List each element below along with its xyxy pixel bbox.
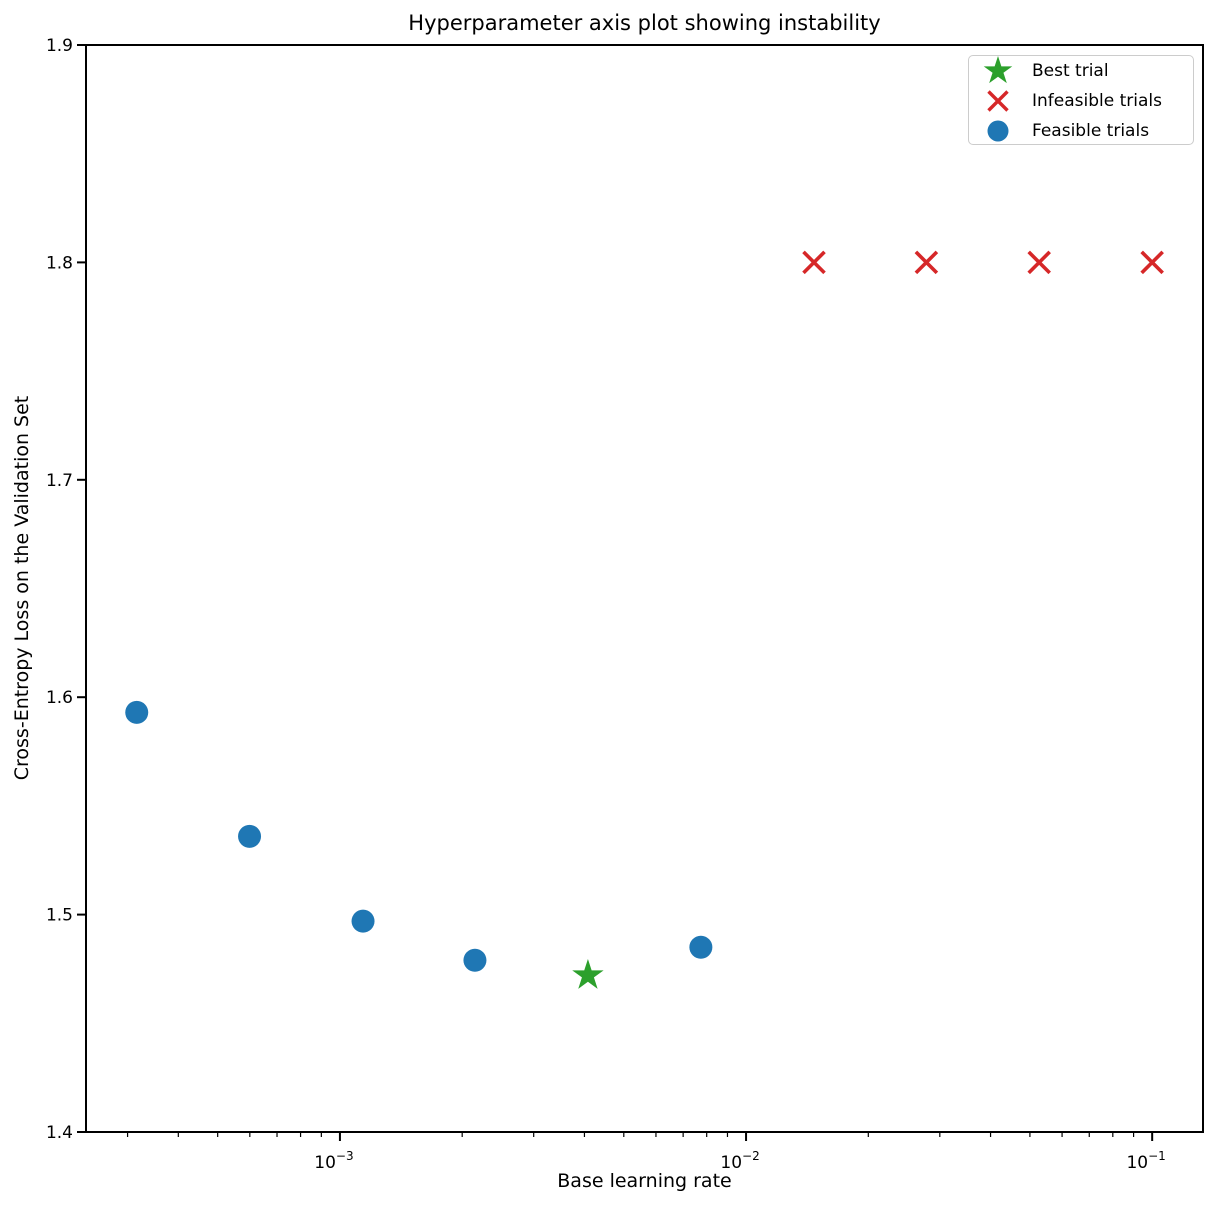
y-tick-label: 1.9 — [46, 36, 73, 56]
y-axis-label: Cross-Entropy Loss on the Validation Set — [11, 395, 33, 781]
point-feasible-trials — [689, 935, 713, 959]
point-infeasible-trials — [1140, 250, 1164, 275]
y-tick-label: 1.4 — [46, 1123, 73, 1143]
legend: Best trial Infeasible trials Feasible tr… — [968, 55, 1194, 145]
y-tick-label: 1.6 — [46, 688, 73, 708]
legend-label: Infeasible trials — [1032, 91, 1162, 111]
x-tick-label: 10−1 — [1126, 1149, 1165, 1173]
point-feasible-trials — [351, 909, 375, 933]
legend-item-best-trial: Best trial — [969, 56, 1193, 86]
point-feasible-trials — [463, 948, 487, 972]
legend-label: Best trial — [1032, 61, 1109, 81]
point-feasible-trials — [238, 824, 262, 848]
legend-item-feasible-trials: Feasible trials — [969, 116, 1193, 146]
y-tick-label: 1.7 — [46, 471, 73, 491]
legend-label: Feasible trials — [1032, 121, 1150, 141]
point-infeasible-trials — [914, 250, 939, 275]
x-axis-label: Base learning rate — [557, 1170, 732, 1192]
star-icon — [983, 56, 1013, 84]
point-infeasible-trials — [802, 250, 826, 275]
chart-title: Hyperparameter axis plot showing instabi… — [408, 11, 881, 35]
circle-marker-icon — [987, 120, 1009, 142]
y-tick-label: 1.5 — [46, 906, 73, 926]
point-infeasible-trials — [1027, 250, 1051, 275]
legend-item-infeasible-trials: Infeasible trials — [969, 86, 1193, 116]
y-tick-label: 1.8 — [46, 253, 73, 273]
point-feasible-trials — [125, 700, 149, 724]
axes-frame — [85, 44, 1204, 1133]
x-marker-icon — [987, 90, 1009, 112]
point-best-trial — [572, 958, 604, 989]
x-tick-label: 10−3 — [314, 1149, 353, 1173]
x-tick-label: 10−2 — [720, 1149, 759, 1173]
